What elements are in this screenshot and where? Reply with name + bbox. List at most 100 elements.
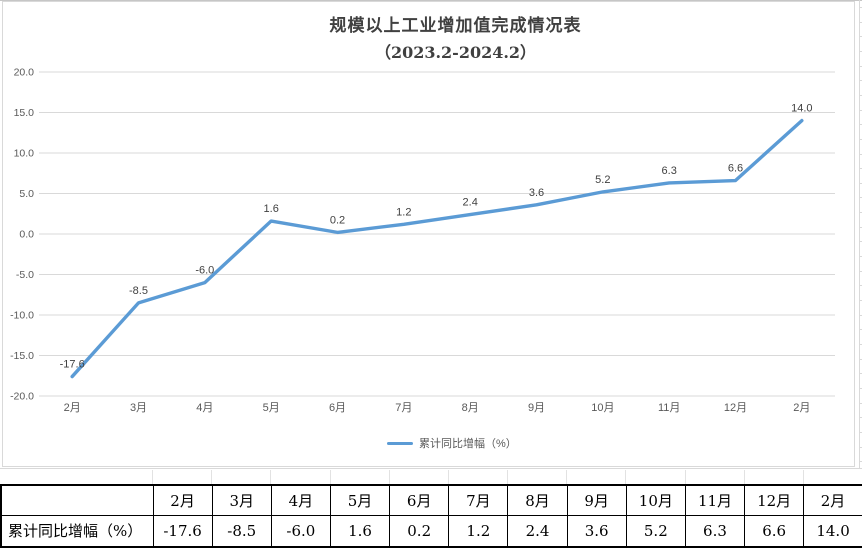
table-month-header[interactable]: 5月 (329, 484, 391, 516)
table-corner-cell[interactable] (0, 484, 154, 516)
data-label: 1.6 (264, 203, 279, 215)
sheet-row-tick (859, 226, 862, 228)
table-month-header[interactable]: 9月 (566, 484, 627, 516)
table-month-header[interactable]: 11月 (684, 484, 746, 516)
sheet-top-border (0, 0, 862, 1)
sheet-row-tick (859, 124, 862, 126)
sheet-row-tick (859, 461, 862, 463)
x-tick-label: 7月 (395, 402, 412, 414)
sheet-cell-gridline (152, 470, 153, 485)
y-tick-label: 0.0 (19, 229, 34, 241)
data-label: 2.4 (463, 197, 478, 209)
data-label: 6.6 (728, 163, 743, 175)
sheet-cell-gridline (566, 470, 568, 485)
table-value-cell[interactable]: -6.0 (270, 514, 331, 548)
data-label: 3.6 (529, 187, 544, 199)
table-value-row: 累计同比增幅（%） -17.6 -8.5 -6.0 1.6 0.2 1.2 2.4 3.6 5.… (0, 514, 862, 548)
chart-title: 规模以上工业增加值完成情况表 (329, 16, 582, 36)
table-month-header[interactable]: 8月 (507, 484, 568, 516)
table-month-header[interactable]: 6月 (389, 484, 450, 516)
data-label: 0.2 (330, 214, 345, 226)
table-value-cell[interactable]: 6.3 (684, 514, 746, 548)
summary-table[interactable]: 2月 3月 4月 5月 6月 7月 8月 9月 10月 11月 12月 2月 累计同比增幅（%） -1… (0, 484, 862, 548)
sheet-row-tick (859, 285, 862, 287)
x-tick-label: 2月 (64, 402, 81, 414)
table-value-cell[interactable]: 6.6 (744, 514, 805, 548)
data-label: 5.2 (595, 174, 610, 186)
table-row-label[interactable]: 累计同比增幅（%） (0, 514, 154, 548)
sheet-row-tick (859, 197, 862, 199)
table-month-header[interactable]: 10月 (625, 484, 686, 516)
sheet-row-tick (859, 21, 862, 23)
chart-subtitle: （2023.2-2024.2） (374, 43, 537, 62)
line-chart: 20.0 15.0 10.0 5.0 0.0 -5.0 -10.0 -15.0 -20.0 2月 3… (10, 67, 835, 414)
sheet-row-tick (859, 300, 862, 301)
sheet-row-tick (859, 373, 862, 375)
x-tick-label: 6月 (329, 402, 346, 414)
x-tick-label: 8月 (462, 402, 479, 414)
table-month-header[interactable]: 12月 (744, 484, 805, 516)
sheet-row-tick (859, 402, 862, 404)
y-tick-label: 20.0 (14, 67, 35, 79)
sheet-row-tick (859, 109, 862, 111)
table-value-cell[interactable]: -17.6 (152, 514, 213, 548)
table-value-cell[interactable]: 14.0 (803, 514, 862, 548)
table-value-cell[interactable]: 3.6 (566, 514, 627, 548)
x-tick-label: 4月 (196, 402, 213, 414)
table-value-cell[interactable]: 1.6 (329, 514, 391, 548)
sheet-row-tick (859, 431, 862, 433)
data-label: -8.5 (129, 285, 148, 297)
sheet-cell-gridline (329, 470, 331, 485)
table-month-header[interactable]: 2月 (152, 484, 213, 516)
sheet-cell-gridline (743, 470, 745, 485)
x-tick-label: 12月 (724, 402, 747, 414)
table-month-header[interactable]: 2月 (803, 484, 862, 516)
table-value-cell[interactable]: -8.5 (211, 514, 272, 548)
summary-table-wrap: 2月 3月 4月 5月 6月 7月 8月 9月 10月 11月 12月 2月 累计同比增幅（%） -1… (0, 484, 862, 548)
sheet-row-tick (859, 50, 862, 52)
sheet-row-tick (859, 241, 862, 243)
y-tick-label: -5.0 (16, 269, 34, 281)
table-value-cell[interactable]: 0.2 (389, 514, 450, 548)
sheet-cell-gridline (211, 470, 213, 485)
sheet-cell-gridline (625, 470, 627, 485)
table-month-header[interactable]: 3月 (211, 484, 272, 516)
y-tick-label: 15.0 (14, 107, 35, 119)
sheet-row-tick (859, 446, 862, 448)
sheet-row-tick (859, 358, 862, 360)
data-label: -17.6 (60, 359, 85, 371)
sheet-cell-gridline (388, 470, 390, 485)
y-tick-label: 10.0 (14, 148, 35, 160)
sheet-cell-gridline (802, 470, 804, 485)
data-label: 1.2 (396, 206, 411, 218)
table-month-header[interactable]: 4月 (270, 484, 331, 516)
sheet-cell-gridline (507, 470, 508, 485)
sheet-row-tick (859, 329, 862, 331)
x-tick-label: 5月 (263, 402, 280, 414)
table-value-cell[interactable]: 2.4 (507, 514, 568, 548)
sheet-row-tick (859, 417, 862, 419)
y-tick-label: -10.0 (10, 310, 34, 322)
sheet-row-tick (859, 7, 862, 8)
sheet-row-tick (859, 138, 862, 140)
legend-line-swatch-icon (387, 441, 413, 445)
sheet-row-tick (859, 153, 862, 155)
x-tick-label: 9月 (528, 402, 545, 414)
sheet-row-tick (859, 314, 862, 316)
sheet-cell-gridline (447, 470, 449, 485)
sheet-row-tick (859, 65, 862, 67)
sheet-row-tick (859, 212, 862, 214)
sheet-gap-row (0, 468, 862, 485)
y-tick-label: -20.0 (10, 391, 34, 403)
sheet-row-tick (859, 182, 862, 184)
data-label: -6.0 (195, 265, 214, 277)
line-chart-object[interactable]: 规模以上工业增加值完成情况表 （2023.2-2024.2） 20.0 15.0 1… (2, 1, 855, 467)
table-value-cell[interactable]: 5.2 (625, 514, 686, 548)
table-header-row: 2月 3月 4月 5月 6月 7月 8月 9月 10月 11月 12月 2月 (0, 484, 862, 516)
sheet-row-tick (859, 256, 862, 258)
sheet-row-tick (859, 270, 862, 272)
table-month-header[interactable]: 7月 (448, 484, 509, 516)
series-line[interactable] (70, 118, 804, 379)
table-value-cell[interactable]: 1.2 (448, 514, 509, 548)
